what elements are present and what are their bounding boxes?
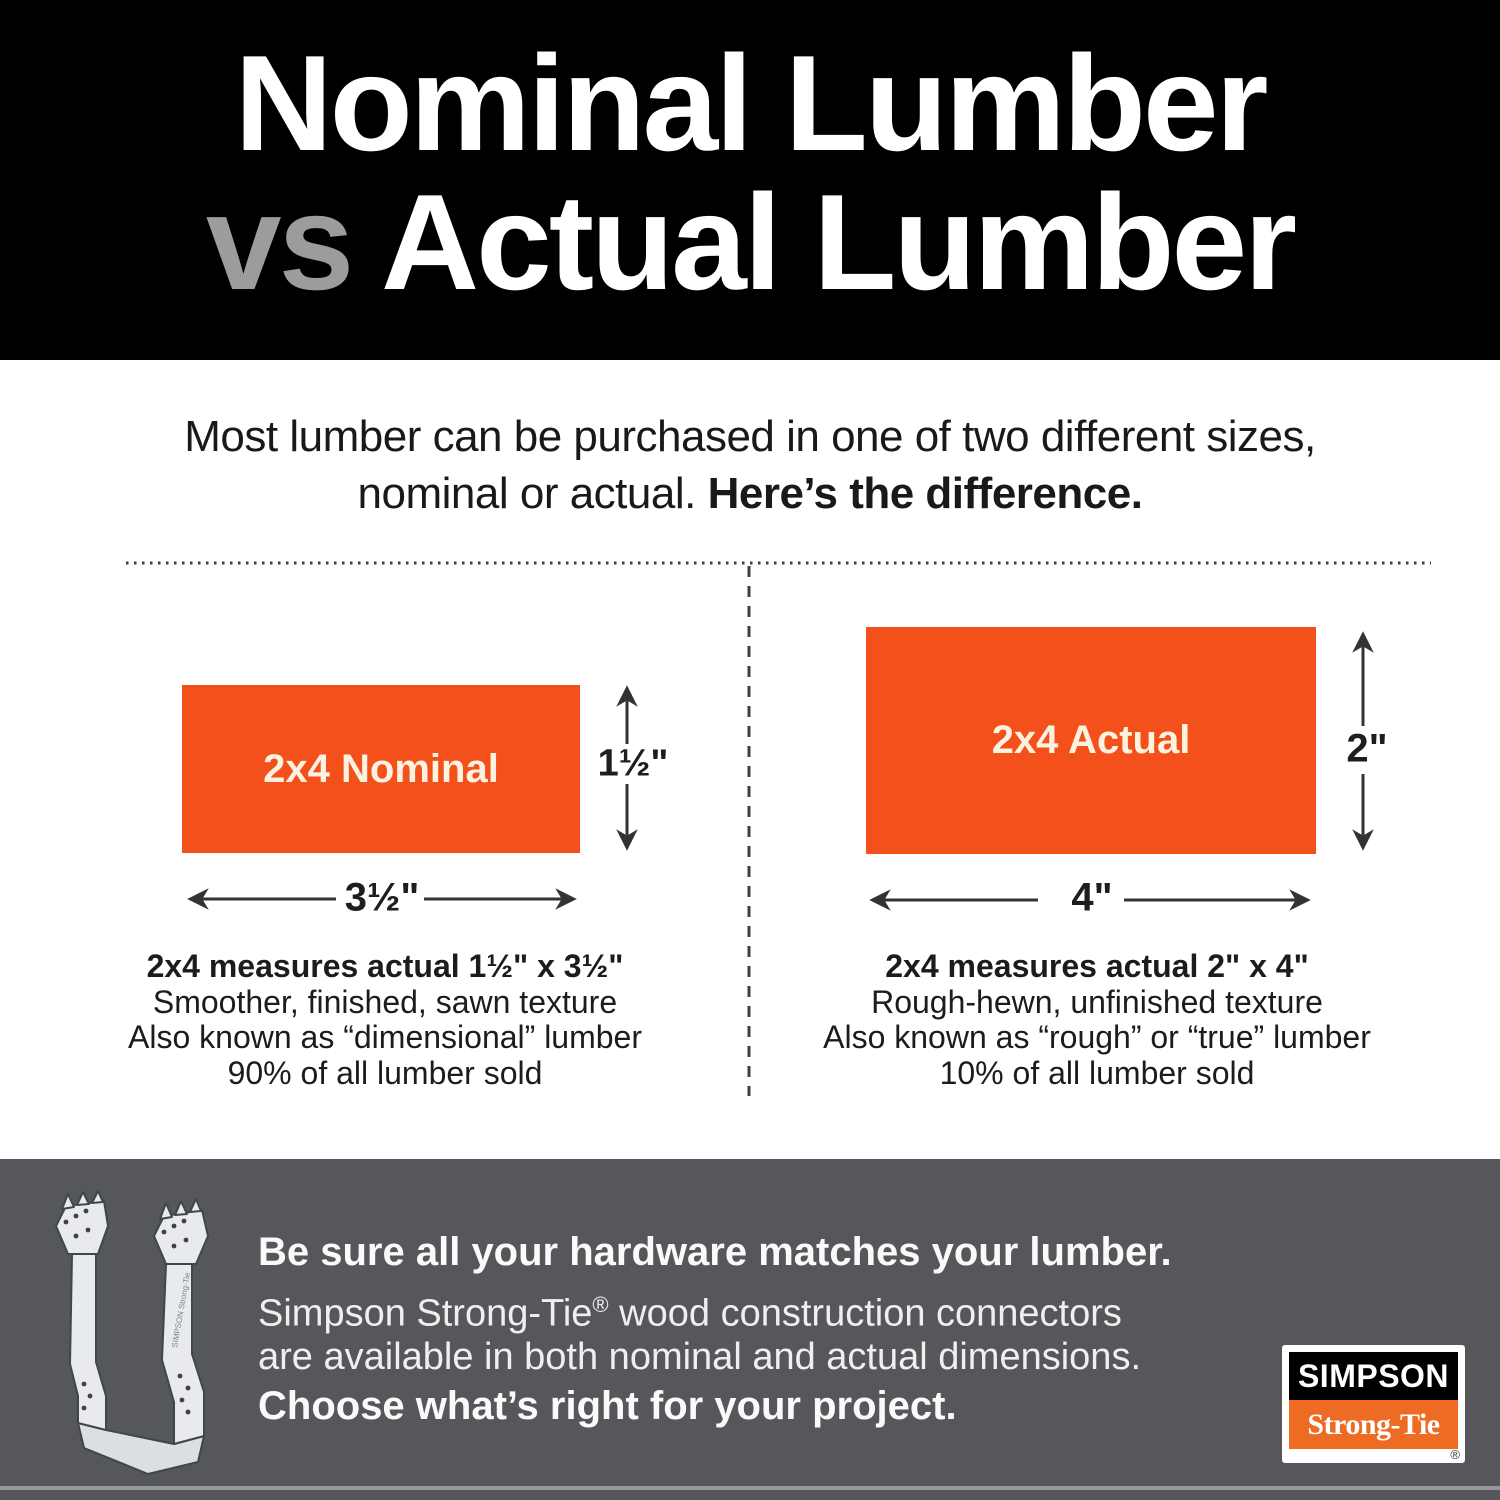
actual-lumber-block: 2x4 Actual	[866, 627, 1316, 854]
title-line1-text: Nominal Lumber	[234, 27, 1269, 179]
nominal-description: 2x4 measures actual 1½" x 3½" Smoother, …	[128, 948, 642, 1091]
footer-body-line1: Simpson Strong-Tie® wood construction co…	[258, 1292, 1122, 1335]
hanger-right-strap	[161, 1263, 205, 1445]
nominal-height-label: 1½"	[597, 742, 669, 785]
logo-simpson-bar: SIMPSON	[1289, 1352, 1458, 1400]
simpson-strongtie-logo: SIMPSON Strong-Tie ®	[1282, 1345, 1465, 1463]
hanger-left-strap	[69, 1253, 107, 1431]
hanger-seat	[77, 1422, 205, 1475]
logo-strongtie-bar: Strong-Tie	[1289, 1400, 1458, 1449]
actual-block-label: 2x4 Actual	[991, 718, 1191, 762]
nominal-width-label: 3½"	[344, 875, 420, 920]
footer-cta: Choose what’s right for your project.	[258, 1384, 957, 1428]
logo-registered-mark: ®	[1450, 1447, 1460, 1462]
nominal-block-label: 2x4 Nominal	[263, 746, 499, 791]
footer-headline: Be sure all your hardware matches your l…	[258, 1230, 1172, 1274]
footer-banner	[0, 1159, 1500, 1500]
title-line2-text: Actual Lumber	[380, 166, 1297, 318]
title-vs-text: vs	[205, 166, 354, 318]
actual-description: 2x4 measures actual 2" x 4" Rough-hewn, …	[823, 948, 1371, 1091]
actual-height-label: 2"	[1346, 726, 1388, 771]
nominal-lumber-block: 2x4 Nominal	[182, 685, 580, 853]
intro-copy: Most lumber can be purchased in one of t…	[0, 408, 1500, 522]
title-line-1: Nominal Lumber	[0, 34, 1500, 173]
title-line-2: vs Actual Lumber	[0, 173, 1500, 312]
section-divider-dotted-line	[126, 561, 1431, 1096]
intro-line-2: nominal or actual. Here’s the difference…	[357, 469, 1143, 518]
registered-mark: ®	[592, 1292, 609, 1317]
intro-line-1: Most lumber can be purchased in one of t…	[184, 412, 1316, 461]
header-banner: Nominal Lumber vs Actual Lumber	[0, 0, 1500, 360]
page-title: Nominal Lumber vs Actual Lumber	[0, 34, 1500, 312]
hanger-nail-holes	[63, 1208, 191, 1415]
actual-width-label: 4"	[1071, 875, 1113, 920]
joist-hanger-illustration: SIMPSON Strong-Tie	[55, 1190, 209, 1475]
footer-bottom-edge	[0, 1486, 1500, 1490]
footer-body-line2: are available in both nominal and actual…	[258, 1336, 1141, 1378]
